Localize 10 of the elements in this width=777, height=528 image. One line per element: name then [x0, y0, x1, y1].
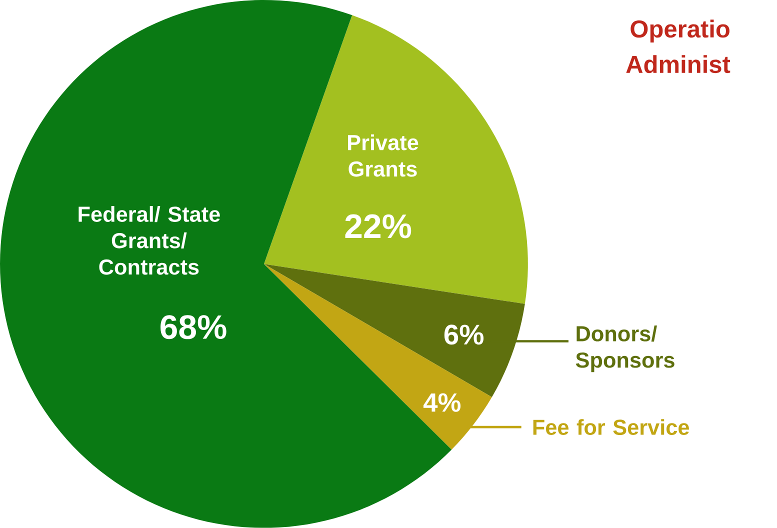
- slice-label: Fee for Service: [533, 419, 690, 436]
- data-label: 4%: [423, 393, 461, 412]
- slice-label: Federal/ State Grants/ Contracts: [78, 206, 220, 275]
- text: Operatio: [630, 20, 730, 43]
- slice-label: Donors/ Sponsors: [576, 326, 674, 372]
- slice-label: Private Grants: [348, 134, 418, 177]
- data-label: 6%: [444, 324, 484, 345]
- data-label: 22%: [345, 214, 412, 238]
- data-label: 68%: [160, 315, 226, 340]
- text: Administ: [626, 55, 730, 74]
